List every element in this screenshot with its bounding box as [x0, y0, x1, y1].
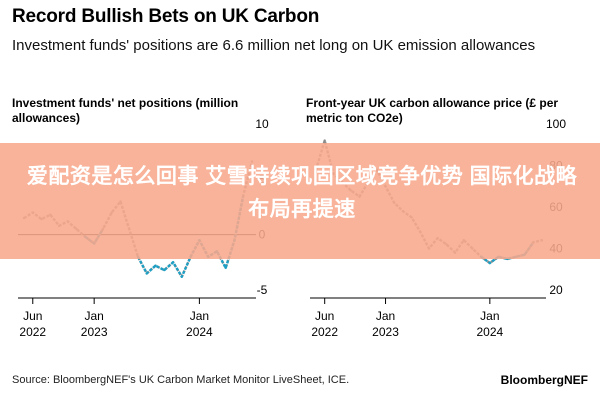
- x-tick-label: Jan: [84, 309, 103, 323]
- data-point: [145, 272, 148, 275]
- y-tick-label: 100: [546, 117, 566, 131]
- x-tick-label: Jan: [190, 309, 209, 323]
- y-tick-label: 10: [255, 117, 269, 131]
- x-tick-label: 2023: [81, 325, 108, 339]
- x-tick-label: Jan: [376, 309, 395, 323]
- y-tick-label: -5: [257, 283, 268, 297]
- x-tick-label: 2024: [186, 325, 213, 339]
- promo-banner-text: 爱配资是怎么回事 艾雪持续巩固区域竞争优势 国际化战略布局再提速: [26, 165, 578, 221]
- data-point: [488, 261, 492, 265]
- y-tick-label: 20: [549, 283, 563, 297]
- data-point: [154, 264, 157, 267]
- data-point: [171, 261, 175, 264]
- source-note: Source: BloombergNEF's UK Carbon Market …: [12, 374, 350, 386]
- x-tick-label: Jun: [315, 309, 334, 323]
- data-point: [224, 266, 227, 270]
- x-tick-label: Jun: [23, 309, 42, 323]
- x-tick-label: 2022: [19, 325, 46, 339]
- x-tick-label: 2022: [311, 325, 338, 339]
- chart-subtitle: Investment funds' positions are 6.6 mill…: [12, 37, 536, 54]
- x-tick-label: 2023: [372, 325, 399, 339]
- left-panel-title: Investment funds' net positions (million…: [12, 96, 239, 125]
- data-point: [163, 268, 166, 272]
- data-point: [180, 275, 184, 278]
- x-tick-label: Jan: [480, 309, 499, 323]
- promo-banner: [0, 143, 600, 259]
- x-tick-label: 2024: [476, 325, 503, 339]
- chart-title: Record Bullish Bets on UK Carbon: [12, 6, 320, 27]
- right-panel-title: Front-year UK carbon allowance price (£ …: [306, 96, 559, 125]
- data-point: [323, 139, 326, 142]
- brand-logo: BloombergNEF: [500, 373, 588, 387]
